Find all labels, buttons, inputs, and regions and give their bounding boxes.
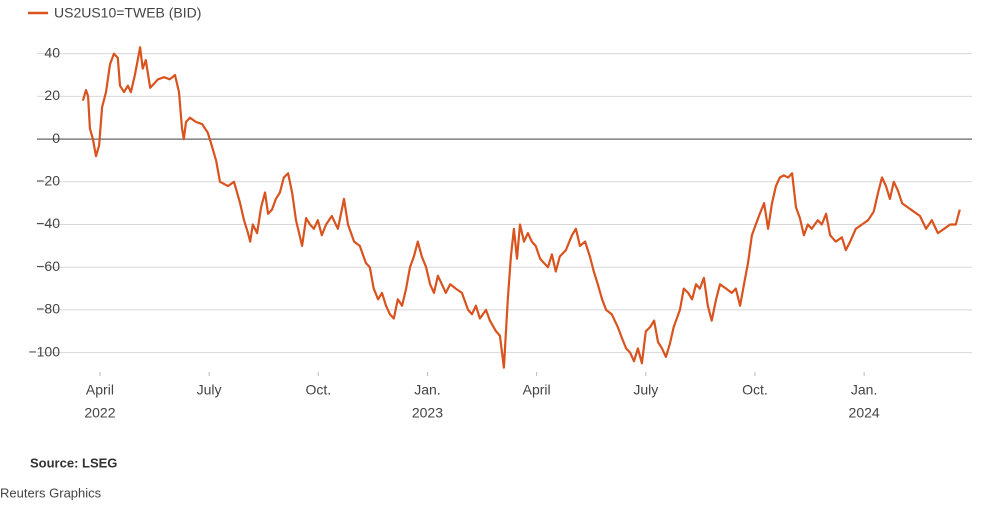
y-tick-label: −60 (36, 258, 60, 274)
y-tick-label: 20 (44, 87, 60, 103)
source: Source: LSEG (30, 455, 117, 470)
x-tick-label: 2022 (84, 405, 115, 421)
y-tick-label: −80 (36, 301, 60, 317)
x-tick-label: April (86, 382, 114, 398)
x-tick-label: July (633, 382, 658, 398)
y-tick-label: 0 (52, 130, 60, 146)
x-tick-label: Jan. (414, 382, 440, 398)
x-tick-label: Oct. (305, 382, 331, 398)
x-tick-label: Jan. (851, 382, 877, 398)
x-tick-label: July (197, 382, 222, 398)
credit: Reuters Graphics (0, 485, 102, 500)
x-tick-label: 2023 (412, 405, 443, 421)
x-tick-label: Oct. (742, 382, 768, 398)
y-tick-label: 40 (44, 44, 60, 60)
y-tick-label: −40 (36, 215, 60, 231)
legend-label: US2US10=TWEB (BID) (54, 5, 201, 21)
x-tick-label: April (523, 382, 551, 398)
x-tick-label: 2024 (849, 405, 880, 421)
y-tick-label: −20 (36, 173, 60, 189)
series-line (81, 46, 961, 369)
y-tick-label: −100 (28, 343, 60, 359)
